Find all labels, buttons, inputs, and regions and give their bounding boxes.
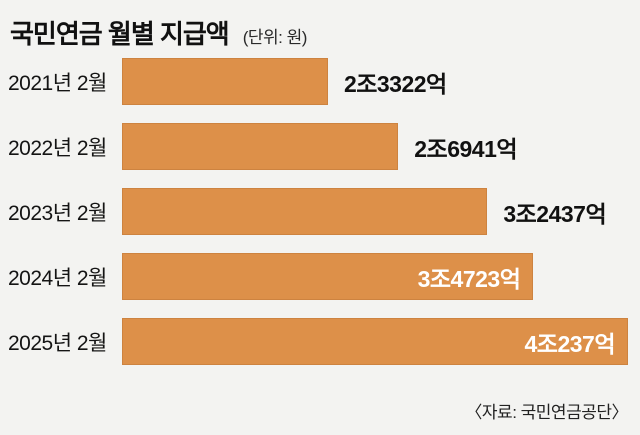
source-credit: 〈자료: 국민연금공단〉 [465,403,628,422]
value-label: 2조6941억 [414,135,518,162]
value-label: 3조2437억 [503,200,607,227]
bar-row-2022: 2022년 2월 2조6941억 [0,114,640,179]
bar-track: 3조2437억 [122,188,628,235]
bar-track: 2조3322억 [122,58,628,105]
bar-track: 4조237억 [122,318,628,365]
bar-row-2025: 2025년 2월 4조237억 [0,309,640,374]
chart-header: 국민연금 월별 지급액 (단위: 원) [0,0,640,49]
bar-2023 [122,188,488,235]
bar-row-2023: 2023년 2월 3조2437억 [0,179,640,244]
bar-row-2021: 2021년 2월 2조3322억 [0,49,640,114]
bar-track: 2조6941억 [122,123,628,170]
bar-track: 3조4723억 [122,253,628,300]
bar-row-2024: 2024년 2월 3조4723억 [0,244,640,309]
category-label: 2023년 2월 [8,201,107,225]
category-label: 2022년 2월 [8,136,107,160]
bar-2021 [122,58,328,105]
category-label: 2021년 2월 [8,71,107,95]
value-label: 2조3322억 [343,70,447,97]
bar-2025: 4조237억 [122,318,628,365]
bar-2024: 3조4723억 [122,253,534,300]
bar-2022 [122,123,399,170]
bar-chart: 2021년 2월 2조3322억 2022년 2월 2조6941억 2023년 … [0,49,640,374]
category-label: 2024년 2월 [8,266,107,290]
value-label: 3조4723억 [417,265,521,292]
unit-label: (단위: 원) [242,28,308,47]
category-label: 2025년 2월 [8,331,107,355]
value-label: 4조237억 [524,330,616,357]
page-title: 국민연금 월별 지급액 [10,19,230,49]
